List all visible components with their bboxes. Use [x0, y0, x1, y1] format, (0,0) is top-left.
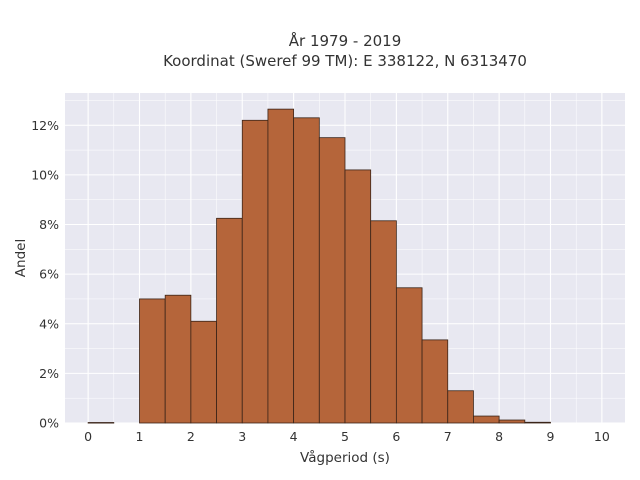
y-tick-label: 10%	[31, 167, 59, 182]
histogram-bar	[139, 298, 166, 424]
x-tick-label: 5	[341, 429, 349, 444]
histogram-bar	[190, 320, 217, 424]
x-tick-label: 10	[594, 429, 610, 444]
chart-title-line2: Koordinat (Sweref 99 TM): E 338122, N 63…	[163, 52, 527, 70]
histogram-bars	[87, 108, 551, 424]
histogram-bar	[164, 294, 192, 424]
y-tick-label: 12%	[31, 118, 59, 133]
histogram-bar	[293, 117, 320, 424]
histogram-bar	[241, 119, 269, 424]
y-tick-label: 0%	[39, 416, 59, 431]
y-axis-label: Andel	[13, 239, 29, 277]
histogram-bar	[267, 108, 295, 424]
histogram-bar	[524, 421, 551, 424]
x-axis-ticks: 0 1 2 3 4 5 6 7 8 9 10	[84, 429, 610, 444]
x-tick-label: 7	[444, 429, 452, 444]
y-tick-label: 6%	[39, 267, 59, 282]
x-tick-label: 4	[290, 429, 298, 444]
histogram-bar	[395, 287, 423, 424]
x-tick-label: 6	[392, 429, 400, 444]
y-tick-label: 2%	[39, 366, 59, 381]
histogram-bar	[370, 220, 397, 424]
y-tick-label: 8%	[39, 217, 59, 232]
x-tick-label: 0	[84, 429, 92, 444]
y-tick-label: 4%	[39, 316, 59, 331]
histogram-bar	[498, 419, 526, 424]
x-tick-label: 8	[495, 429, 503, 444]
histogram-bar	[473, 415, 500, 424]
x-tick-label: 9	[547, 429, 555, 444]
histogram-bar	[318, 137, 346, 424]
histogram-bar	[447, 390, 474, 424]
x-axis-label: Vågperiod (s)	[300, 449, 390, 466]
histogram-bar	[216, 217, 243, 424]
x-tick-label: 3	[238, 429, 246, 444]
histogram-bar	[87, 422, 115, 424]
x-tick-label: 1	[136, 429, 144, 444]
chart-title-line1: År 1979 - 2019	[289, 31, 402, 50]
histogram-bar	[421, 339, 449, 424]
histogram-bar	[344, 169, 372, 424]
x-tick-label: 2	[187, 429, 195, 444]
y-axis-ticks: 0% 2% 4% 6% 8% 10% 12%	[31, 118, 59, 431]
